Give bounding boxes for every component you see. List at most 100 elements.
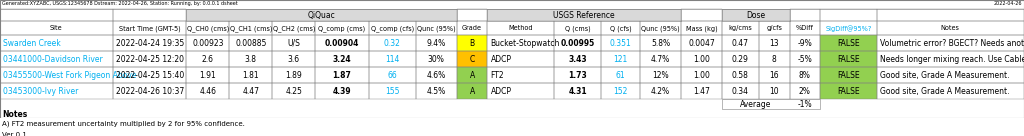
Text: 03453000-Ivy River: 03453000-Ivy River [3, 87, 79, 96]
Bar [369, 21, 416, 35]
Bar [681, 83, 722, 99]
Bar [113, 67, 186, 83]
Bar [877, 35, 1024, 51]
Text: 61: 61 [615, 71, 626, 80]
Text: FALSE: FALSE [837, 87, 860, 96]
Text: 152: 152 [613, 87, 628, 96]
Bar [487, 35, 554, 51]
Bar [820, 51, 877, 67]
Text: 0.34: 0.34 [732, 87, 749, 96]
Text: 2022-04-26: 2022-04-26 [993, 1, 1022, 6]
Text: 5.8%: 5.8% [651, 39, 670, 48]
Bar [0, 9, 113, 21]
Text: U/S: U/S [288, 39, 300, 48]
Text: 13: 13 [769, 39, 779, 48]
Bar [457, 67, 487, 83]
Bar [457, 9, 487, 21]
Bar [457, 67, 487, 83]
Text: 4.47: 4.47 [243, 87, 259, 96]
Text: Method: Method [508, 25, 534, 31]
Bar [272, 21, 315, 35]
Bar [229, 51, 272, 67]
Text: 2022-04-25 15:40: 2022-04-25 15:40 [116, 71, 184, 80]
Text: 0.00904: 0.00904 [325, 39, 359, 48]
Bar [369, 51, 416, 67]
Text: Notes: Notes [2, 110, 28, 119]
Bar [820, 67, 877, 83]
Text: 3.6: 3.6 [288, 55, 300, 64]
Text: A: A [469, 71, 475, 80]
Bar [416, 21, 457, 35]
Bar [369, 83, 416, 99]
Text: Site: Site [50, 25, 62, 31]
Bar [681, 67, 722, 83]
Bar [722, 9, 790, 21]
Bar [0, 51, 113, 67]
Bar [820, 51, 877, 67]
Bar [186, 51, 229, 67]
Bar [820, 83, 877, 99]
Text: 1.47: 1.47 [693, 87, 710, 96]
Text: 2%: 2% [799, 87, 811, 96]
Text: B: B [469, 39, 475, 48]
Bar [113, 9, 186, 21]
Text: 8%: 8% [799, 71, 811, 80]
Bar [457, 21, 487, 35]
Bar [315, 51, 369, 67]
Bar [877, 51, 1024, 67]
Bar [272, 51, 315, 67]
Text: FALSE: FALSE [837, 71, 860, 80]
Bar [554, 51, 601, 67]
Text: USGS Reference: USGS Reference [553, 11, 615, 20]
Text: Q_CH1 (cms): Q_CH1 (cms) [229, 25, 272, 32]
Text: 155: 155 [385, 87, 399, 96]
Text: Volumetric error? BGECT? Needs another.: Volumetric error? BGECT? Needs another. [880, 39, 1024, 48]
Text: 4.7%: 4.7% [651, 55, 670, 64]
Text: 4.2%: 4.2% [651, 87, 670, 96]
Text: ADCP: ADCP [490, 55, 512, 64]
Text: Q_comp (cfs): Q_comp (cfs) [371, 25, 414, 32]
Bar [722, 21, 759, 35]
Bar [554, 35, 601, 51]
Bar [457, 83, 487, 99]
Bar [315, 35, 369, 51]
Text: 12%: 12% [652, 71, 669, 80]
Bar [722, 51, 759, 67]
Bar [820, 9, 877, 21]
Text: 0.58: 0.58 [732, 71, 749, 80]
Text: Dose: Dose [746, 11, 765, 20]
Text: 0.32: 0.32 [384, 39, 400, 48]
Bar [601, 35, 640, 51]
Bar [759, 35, 790, 51]
Bar [681, 35, 722, 51]
Text: Good site, Grade A Measurement.: Good site, Grade A Measurement. [880, 71, 1009, 80]
Bar [640, 67, 681, 83]
Bar [877, 9, 1024, 21]
Text: 0.0047: 0.0047 [688, 39, 715, 48]
Text: Q_comp (cms): Q_comp (cms) [318, 25, 366, 32]
Text: 9.4%: 9.4% [427, 39, 445, 48]
Text: 1.89: 1.89 [286, 71, 302, 80]
Text: Swarden Creek: Swarden Creek [3, 39, 60, 48]
Text: Start Time (GMT-5): Start Time (GMT-5) [119, 25, 180, 32]
Bar [722, 83, 759, 99]
Bar [640, 35, 681, 51]
Bar [416, 51, 457, 67]
Text: Good site, Grade A Measurement.: Good site, Grade A Measurement. [880, 87, 1009, 96]
Bar [0, 67, 113, 83]
Text: Mass (kg): Mass (kg) [686, 25, 717, 32]
Text: 16: 16 [769, 71, 779, 80]
Text: 0.00995: 0.00995 [560, 39, 595, 48]
Bar [369, 35, 416, 51]
Bar [315, 67, 369, 83]
Bar [601, 67, 640, 83]
Text: Q_CH2 (cms): Q_CH2 (cms) [272, 25, 315, 32]
Text: Qunc (95%): Qunc (95%) [417, 25, 456, 32]
Text: 8: 8 [772, 55, 776, 64]
Text: 4.46: 4.46 [200, 87, 216, 96]
Bar [272, 83, 315, 99]
Bar [790, 9, 820, 21]
Text: 3.24: 3.24 [333, 55, 351, 64]
Bar [820, 21, 877, 35]
Text: Ver 0.1: Ver 0.1 [2, 132, 27, 136]
